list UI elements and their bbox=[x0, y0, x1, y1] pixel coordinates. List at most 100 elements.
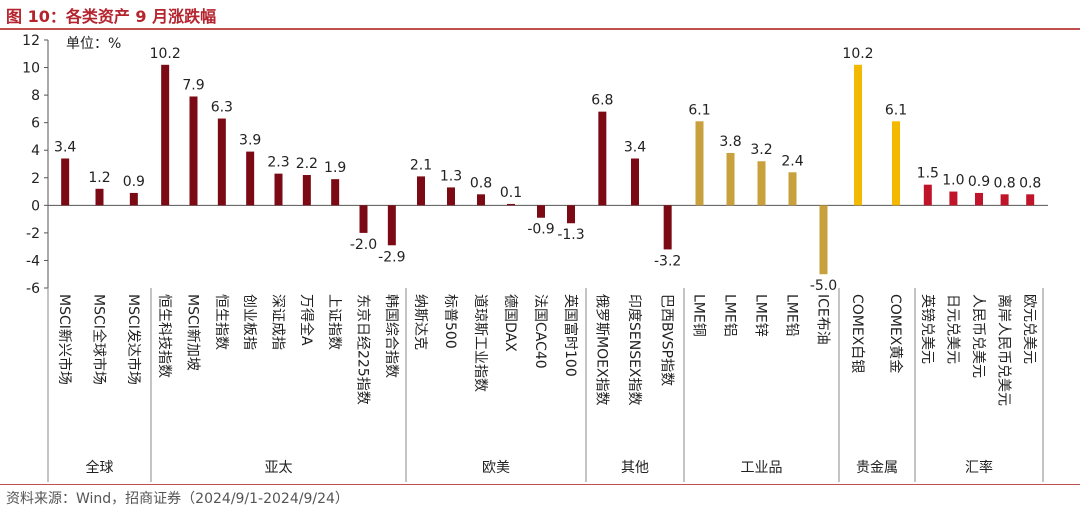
y-tick-label: 12 bbox=[22, 33, 40, 49]
data-label: 10.2 bbox=[150, 46, 181, 62]
bar bbox=[302, 175, 311, 206]
bar bbox=[61, 158, 70, 206]
category-label: LME铝 bbox=[722, 294, 738, 337]
data-label: 2.3 bbox=[267, 155, 289, 171]
bar bbox=[631, 158, 639, 206]
group-label: 亚太 bbox=[265, 460, 293, 476]
category-label: 韩国综合指数 bbox=[383, 294, 399, 378]
data-label: -2.9 bbox=[378, 249, 405, 265]
y-tick-label: -6 bbox=[26, 281, 40, 297]
category-label: 恒生指数 bbox=[213, 294, 229, 350]
category-label: 人民币兑美元 bbox=[970, 294, 986, 378]
y-tick-label: -4 bbox=[26, 253, 40, 269]
category-label: 道琼斯工业指数 bbox=[472, 294, 488, 392]
category-label: COMEX黄金 bbox=[887, 294, 904, 373]
category-label: 巴西BVSP指数 bbox=[659, 294, 675, 386]
y-tick-label: 0 bbox=[31, 198, 40, 214]
axis-layer: -6 -4 -2 0 2 4 6 8 10 12 bbox=[22, 33, 1048, 482]
bar bbox=[507, 203, 515, 206]
category-label: MSCI新兴市场 bbox=[56, 294, 73, 385]
data-label: -0.9 bbox=[527, 222, 554, 238]
category-label: LME铜 bbox=[691, 294, 707, 337]
y-tick-label: 10 bbox=[22, 61, 40, 77]
data-label: 0.9 bbox=[123, 174, 145, 190]
group-label: 其他 bbox=[621, 460, 649, 476]
category-label: LME铅 bbox=[784, 294, 800, 337]
bar bbox=[387, 205, 396, 246]
bar-chart: -6 -4 -2 0 2 4 6 8 10 12 3.4 MSCI新兴市场 1.2 MSCI全球市场 0.… bbox=[22, 33, 1048, 482]
category-label: LME锌 bbox=[753, 294, 769, 337]
data-label: 6.1 bbox=[688, 102, 710, 118]
bar bbox=[923, 184, 932, 206]
bar-layer bbox=[61, 64, 1035, 275]
bar bbox=[331, 179, 340, 206]
y-tick-label: 2 bbox=[31, 171, 40, 187]
data-label: 2.1 bbox=[410, 157, 432, 173]
bar bbox=[598, 111, 607, 206]
data-label: 2.2 bbox=[296, 156, 318, 172]
category-label: 纳斯达克 bbox=[412, 294, 428, 350]
bar bbox=[537, 205, 545, 218]
y-tick-label: 4 bbox=[31, 143, 40, 159]
data-label: -2.0 bbox=[350, 237, 377, 253]
group-label: 汇率 bbox=[965, 459, 993, 476]
source-note: 资料来源：Wind，招商证券（2024/9/1-2024/9/24） bbox=[6, 491, 349, 507]
bar bbox=[359, 205, 368, 233]
category-label: MSCI发达市场 bbox=[125, 294, 142, 385]
category-label: 创业板指 bbox=[241, 294, 257, 350]
data-label: 6.3 bbox=[211, 100, 233, 116]
category-label: 德国DAX bbox=[502, 294, 518, 352]
bar bbox=[949, 191, 958, 206]
data-label: 2.4 bbox=[781, 153, 803, 169]
category-label: 恒生科技指数 bbox=[156, 294, 172, 378]
data-label: 3.8 bbox=[719, 134, 741, 150]
data-label: 0.8 bbox=[470, 175, 492, 191]
bar bbox=[274, 173, 283, 206]
bar bbox=[1026, 194, 1035, 206]
bar bbox=[161, 64, 170, 206]
bar bbox=[854, 64, 862, 206]
bar bbox=[726, 152, 735, 206]
category-label: 标普500 bbox=[442, 294, 458, 349]
category-label: 英镑兑美元 bbox=[919, 294, 936, 364]
y-tick-label: 8 bbox=[31, 88, 40, 104]
data-label: 1.3 bbox=[440, 168, 462, 184]
bar bbox=[217, 118, 226, 206]
data-label: 7.9 bbox=[182, 77, 204, 93]
data-label: 1.0 bbox=[942, 173, 964, 189]
data-label: 6.8 bbox=[591, 93, 613, 109]
category-label: 深证成指 bbox=[270, 294, 286, 350]
data-label: 3.9 bbox=[239, 133, 261, 149]
category-label: 东京日经225指数 bbox=[355, 294, 371, 405]
bar bbox=[892, 121, 900, 206]
data-label: -3.2 bbox=[654, 253, 681, 269]
data-label: -1.3 bbox=[557, 227, 584, 243]
category-label: 法国CAC40 bbox=[532, 294, 548, 369]
category-label: 欧元兑美元 bbox=[1021, 294, 1037, 364]
bar bbox=[663, 205, 672, 250]
category-label: ICE布油 bbox=[815, 294, 831, 345]
bar bbox=[246, 151, 255, 206]
category-label: 上证指数 bbox=[326, 294, 342, 350]
y-tick-label: 6 bbox=[31, 116, 40, 132]
bar bbox=[189, 96, 198, 206]
category-label: MSCI全球市场 bbox=[91, 294, 108, 385]
data-label: 0.8 bbox=[993, 175, 1015, 191]
category-label: 英国富时100 bbox=[562, 294, 579, 377]
bar bbox=[477, 194, 485, 206]
unit-label: 单位：% bbox=[66, 36, 121, 52]
data-label: 3.4 bbox=[624, 139, 646, 155]
bar bbox=[819, 205, 828, 275]
bar bbox=[447, 187, 455, 206]
group-label: 欧美 bbox=[482, 460, 510, 476]
category-label: 日元兑美元 bbox=[944, 294, 960, 364]
category-label: COMEX白银 bbox=[849, 294, 865, 373]
bar bbox=[567, 205, 575, 224]
bar bbox=[417, 176, 425, 206]
data-label: 1.9 bbox=[324, 160, 346, 176]
data-label: 1.5 bbox=[917, 166, 939, 182]
category-label: MSCI新加坡 bbox=[185, 294, 201, 371]
category-label: 俄罗斯MOEX指数 bbox=[593, 294, 609, 406]
group-label: 贵金属 bbox=[856, 460, 898, 476]
group-label: 全球 bbox=[86, 459, 114, 476]
